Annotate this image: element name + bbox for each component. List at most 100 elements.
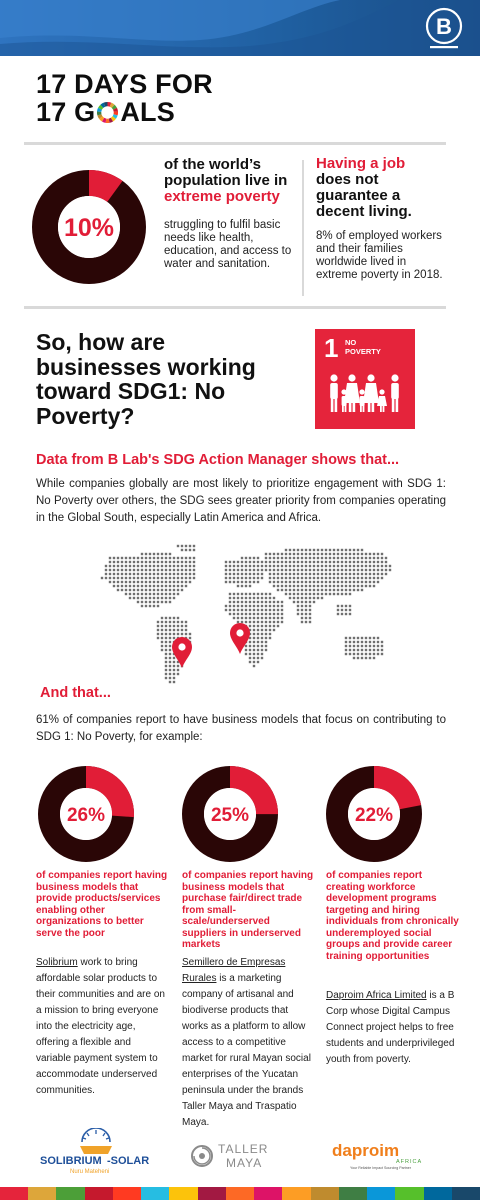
map-dot [364, 652, 368, 656]
map-dot [112, 584, 116, 588]
map-dot [264, 612, 268, 616]
map-dot [256, 636, 260, 640]
map-dot [160, 572, 164, 576]
daproim-link[interactable]: Daproim Africa Limited [326, 990, 427, 1001]
map-dot [144, 568, 148, 572]
map-dot [112, 572, 116, 576]
map-dot [292, 596, 296, 600]
map-dot [164, 664, 168, 668]
map-dot [268, 572, 272, 576]
map-dot [256, 592, 260, 596]
map-dot [360, 560, 364, 564]
map-dot [140, 584, 144, 588]
map-dot [352, 548, 356, 552]
map-dot [168, 640, 172, 644]
map-dot [164, 656, 168, 660]
map-dot [372, 556, 376, 560]
map-dot [356, 568, 360, 572]
map-dot [128, 584, 132, 588]
map-dot [308, 620, 312, 624]
sdg-strip-segment [197, 1187, 226, 1200]
map-dot [228, 568, 232, 572]
map-dot [232, 608, 236, 612]
solibrium-name-2: -SOLAR [107, 1155, 149, 1167]
donut-value-segment [182, 766, 278, 862]
map-dot [312, 588, 316, 592]
map-dot [300, 548, 304, 552]
semillero-link[interactable]: Semillero de Empresas Rurales [182, 957, 286, 984]
map-dot [364, 644, 368, 648]
map-dot [268, 632, 272, 636]
map-dot [352, 584, 356, 588]
map-dot [152, 584, 156, 588]
map-dot [360, 552, 364, 556]
map-dot [304, 572, 308, 576]
map-dot [256, 556, 260, 560]
map-dot [172, 668, 176, 672]
sdg-strip-segment [28, 1187, 57, 1200]
map-dot [140, 604, 144, 608]
map-dot [296, 588, 300, 592]
map-dot [376, 576, 380, 580]
map-dot [136, 556, 140, 560]
map-dot [164, 576, 168, 580]
sdg-label: NO POVERTY [345, 338, 381, 356]
map-dot [316, 552, 320, 556]
map-dot [252, 664, 256, 668]
sdg-strip-segment [56, 1187, 85, 1200]
map-dot [308, 556, 312, 560]
map-dot [232, 580, 236, 584]
sdg1-tile: 1 NO POVERTY [315, 329, 415, 429]
map-dot [116, 556, 120, 560]
map-dot [260, 592, 264, 596]
map-dot [316, 596, 320, 600]
map-dot [276, 564, 280, 568]
map-dot [172, 624, 176, 628]
map-dot [224, 576, 228, 580]
map-dot [144, 588, 148, 592]
family-icon [330, 374, 399, 412]
map-dot [248, 624, 252, 628]
map-dot [240, 592, 244, 596]
map-dot [144, 592, 148, 596]
map-dot [328, 564, 332, 568]
map-dot [176, 624, 180, 628]
map-dot [156, 624, 160, 628]
map-dot [172, 664, 176, 668]
map-dot [296, 592, 300, 596]
map-dot [140, 596, 144, 600]
map-dot [244, 648, 248, 652]
map-dot [164, 668, 168, 672]
map-dot [312, 576, 316, 580]
map-dot [160, 568, 164, 572]
map-dot [156, 560, 160, 564]
map-dot [252, 560, 256, 564]
solibrium-link[interactable]: Solibrium [36, 957, 78, 968]
map-dot [304, 616, 308, 620]
map-dot [116, 572, 120, 576]
map-dot [248, 592, 252, 596]
map-dot [284, 568, 288, 572]
map-dot [176, 628, 180, 632]
bcorp-logo: B [424, 6, 464, 52]
map-dot [232, 564, 236, 568]
donut-chart-1: 26% [38, 766, 134, 862]
map-dot [232, 572, 236, 576]
map-dot [376, 636, 380, 640]
map-dot [240, 616, 244, 620]
map-dot [248, 628, 252, 632]
map-dot [328, 560, 332, 564]
sdg-strip-segment [338, 1187, 368, 1200]
map-dot [140, 592, 144, 596]
map-dot [264, 624, 268, 628]
map-dot [368, 568, 372, 572]
map-dot [348, 640, 352, 644]
map-dot [240, 572, 244, 576]
map-dot [244, 596, 248, 600]
map-dot [324, 552, 328, 556]
section-question: So, how are businesses working toward SD… [36, 329, 256, 429]
map-dot [288, 588, 292, 592]
map-dot [244, 612, 248, 616]
map-dot [228, 572, 232, 576]
taller-name: TALLER [218, 1142, 268, 1156]
